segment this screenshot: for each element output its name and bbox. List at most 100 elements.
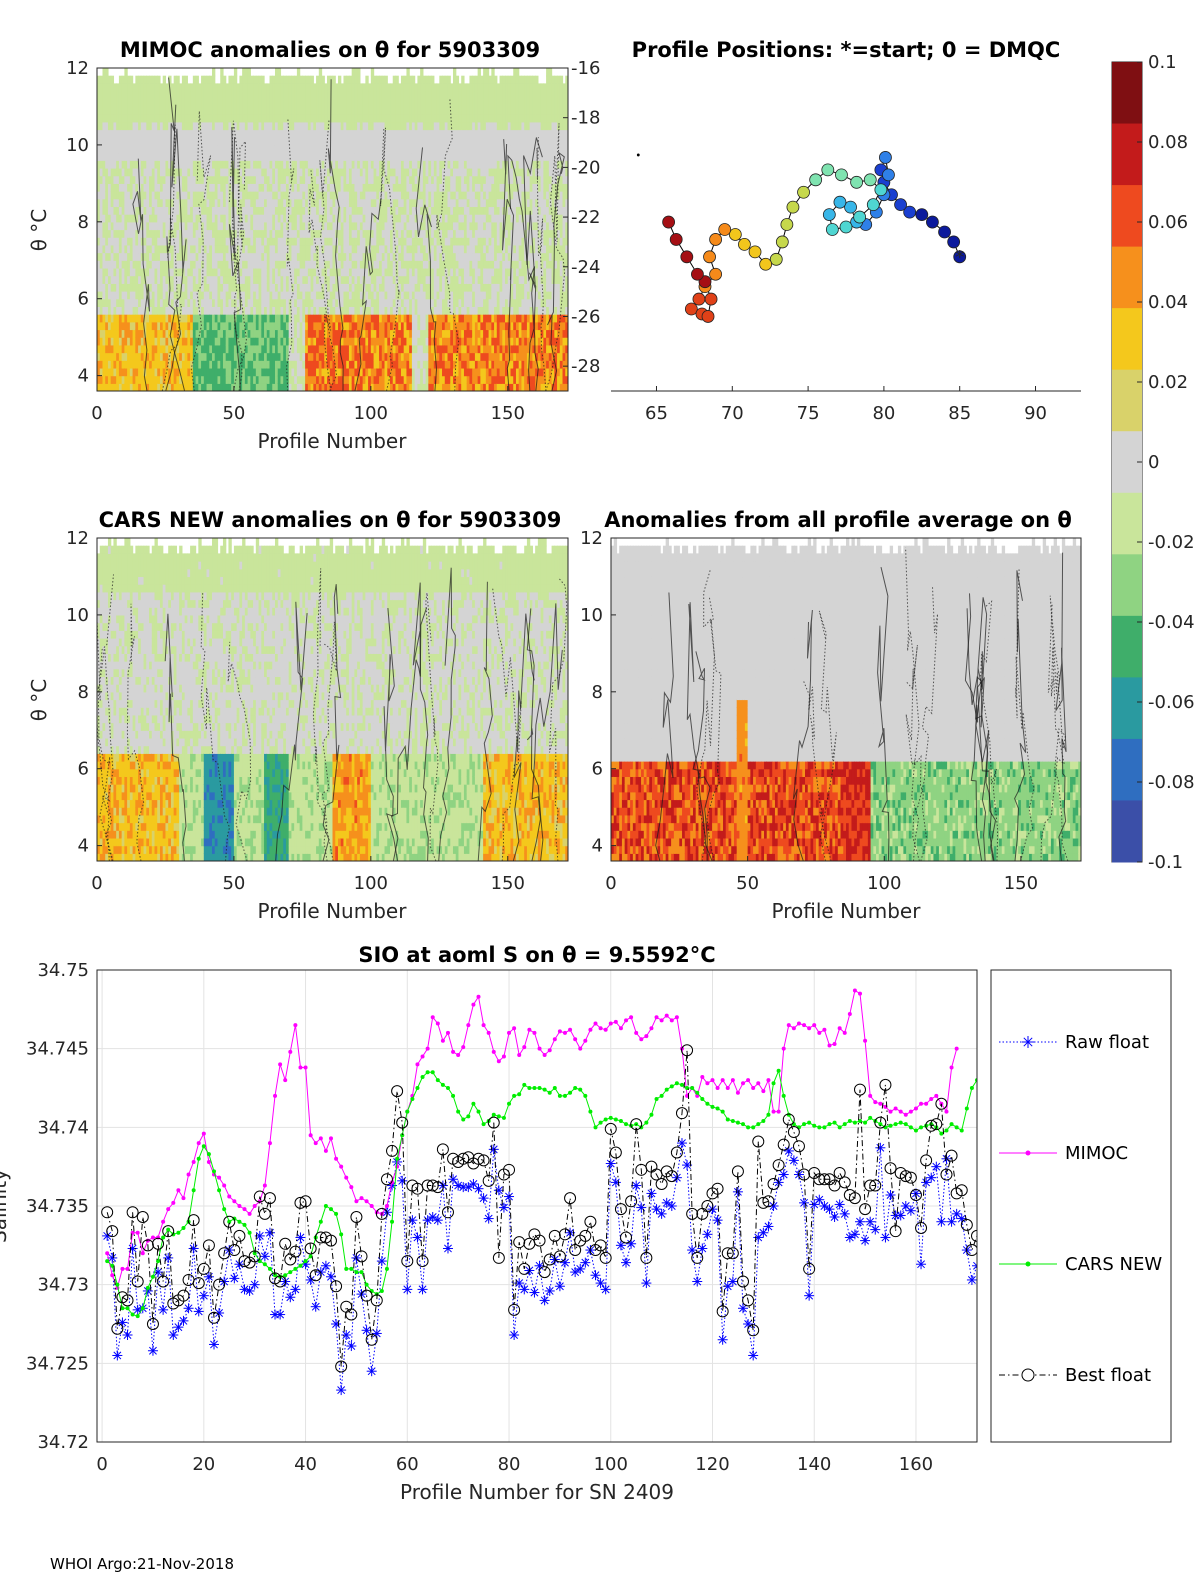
mimoc-cell bbox=[307, 144, 312, 154]
mimoc-cell bbox=[198, 214, 202, 223]
mimoc-cell bbox=[357, 137, 361, 146]
mimoc-cell bbox=[184, 214, 188, 223]
mimoc-cell bbox=[348, 121, 353, 131]
mimoc-cell bbox=[118, 98, 123, 108]
mimoc-cell bbox=[162, 352, 167, 361]
mimoc-cell bbox=[288, 137, 293, 146]
mimoc-cell bbox=[376, 75, 380, 84]
mimoc-cell bbox=[324, 229, 328, 238]
mimoc-cell bbox=[107, 337, 112, 346]
mimoc-cell bbox=[217, 291, 221, 300]
mimoc-cell bbox=[294, 298, 298, 307]
mimoc-cell bbox=[239, 229, 243, 238]
mimoc-cell bbox=[184, 106, 188, 115]
mimoc-cell bbox=[258, 114, 262, 123]
mimoc-cell bbox=[414, 214, 418, 223]
mimoc-cell bbox=[390, 291, 394, 300]
mimoc-cell bbox=[102, 129, 106, 138]
mimoc-cell bbox=[392, 337, 397, 346]
mimoc-cell bbox=[110, 91, 115, 100]
mimoc-cell bbox=[129, 144, 134, 154]
mimoc-cell bbox=[387, 344, 391, 354]
mimoc-cell bbox=[266, 167, 271, 177]
mimoc-cell bbox=[283, 91, 287, 100]
mimoc-cell bbox=[97, 229, 101, 238]
mimoc-cell bbox=[307, 360, 312, 369]
mimoc-cell bbox=[97, 129, 101, 138]
mimoc-cell bbox=[225, 175, 230, 184]
mimoc-cell bbox=[362, 283, 366, 292]
mimoc-cell bbox=[307, 152, 312, 161]
mimoc-cell bbox=[225, 114, 230, 123]
mimoc-cell bbox=[107, 214, 112, 223]
mimoc-cell bbox=[390, 321, 394, 331]
mimoc-cell bbox=[335, 167, 339, 177]
mimoc-cell bbox=[187, 252, 191, 261]
mimoc-cell bbox=[414, 129, 418, 138]
mimoc-cell bbox=[403, 144, 408, 154]
mimoc-cell bbox=[132, 144, 136, 154]
mimoc-cell bbox=[217, 191, 221, 200]
mimoc-cell bbox=[157, 237, 161, 246]
mimoc-cell bbox=[135, 352, 139, 361]
mimoc-cell bbox=[187, 129, 191, 138]
mimoc-cell bbox=[159, 114, 164, 123]
mimoc-cell bbox=[151, 283, 156, 292]
mimoc-cell bbox=[244, 175, 249, 184]
mimoc-cell bbox=[244, 206, 249, 215]
mimoc-cell bbox=[105, 383, 109, 391]
mimoc-cell bbox=[250, 106, 254, 115]
mimoc-cell bbox=[414, 314, 418, 323]
mimoc-cell bbox=[181, 229, 186, 238]
mimoc-cell bbox=[340, 160, 345, 169]
mimoc-cell bbox=[209, 91, 213, 100]
mimoc-cell bbox=[305, 167, 309, 177]
mimoc-cell bbox=[233, 183, 238, 192]
mimoc-cell bbox=[225, 229, 230, 238]
mimoc-cell bbox=[233, 291, 238, 300]
mimoc-cell bbox=[102, 298, 106, 307]
mimoc-cell bbox=[379, 329, 383, 338]
mimoc-cell bbox=[425, 298, 429, 307]
mimoc-cell bbox=[381, 321, 386, 331]
mimoc-cell bbox=[149, 337, 153, 346]
mimoc-cell bbox=[231, 291, 235, 300]
mimoc-cell bbox=[110, 144, 115, 154]
mimoc-cell bbox=[184, 352, 188, 361]
mimoc-cell bbox=[354, 275, 358, 284]
mimoc-cell bbox=[203, 291, 208, 300]
mimoc-cell bbox=[425, 314, 429, 323]
mimoc-cell bbox=[283, 344, 287, 354]
mimoc-cell bbox=[118, 121, 123, 131]
mimoc-cell bbox=[228, 360, 232, 369]
mimoc-cell bbox=[151, 221, 156, 231]
mimoc-cell bbox=[127, 137, 131, 146]
mimoc-cell bbox=[414, 352, 418, 361]
mimoc-cell bbox=[327, 344, 331, 354]
mimoc-cell bbox=[236, 267, 240, 277]
mimoc-cell bbox=[348, 375, 353, 384]
mimoc-cell bbox=[283, 160, 287, 169]
mimoc-cell bbox=[247, 352, 251, 361]
mimoc-cell bbox=[190, 114, 194, 123]
mimoc-cell bbox=[168, 191, 172, 200]
mimoc-cell bbox=[409, 221, 413, 231]
mimoc-cell bbox=[170, 183, 175, 192]
mimoc-cell bbox=[283, 83, 287, 92]
mimoc-cell bbox=[261, 91, 265, 100]
mimoc-cell bbox=[140, 283, 145, 292]
mimoc-cell bbox=[222, 221, 227, 231]
mimoc-cell bbox=[337, 214, 342, 223]
mimoc-cell bbox=[307, 229, 312, 238]
mimoc-cell bbox=[250, 314, 254, 323]
mimoc-cell bbox=[154, 306, 158, 315]
mimoc-cell bbox=[340, 114, 345, 123]
mimoc-cell bbox=[348, 98, 353, 108]
mimoc-cell bbox=[209, 198, 213, 208]
mimoc-cell bbox=[288, 252, 293, 261]
mimoc-cell bbox=[154, 237, 158, 246]
mimoc-cell bbox=[403, 383, 408, 391]
mimoc-cell bbox=[116, 183, 120, 192]
mimoc-cell bbox=[247, 183, 251, 192]
mimoc-cell bbox=[181, 275, 186, 284]
